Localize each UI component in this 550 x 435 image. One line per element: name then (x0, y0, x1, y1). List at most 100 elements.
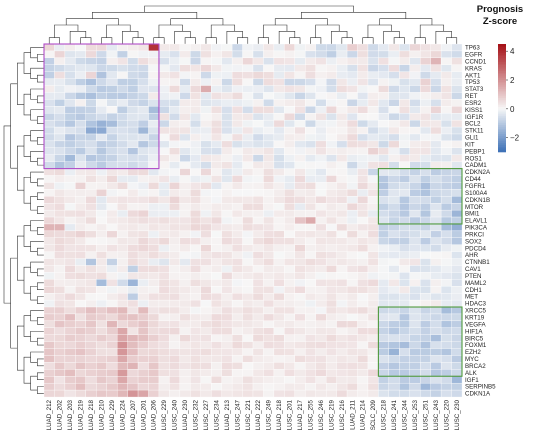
heatmap-cell (242, 78, 254, 86)
heatmap-cell (127, 313, 139, 322)
heatmap-cell (336, 161, 348, 169)
heatmap-cell (336, 348, 348, 356)
heatmap-cell (252, 57, 264, 65)
heatmap-cell (325, 389, 337, 398)
heatmap-cell (284, 161, 296, 169)
heatmap-cell (346, 182, 358, 190)
row-label: MYC (465, 356, 479, 363)
heatmap-cell (252, 161, 264, 169)
heatmap-cell (231, 244, 243, 252)
row-label: KRAS (465, 65, 482, 72)
heatmap-cell (190, 216, 201, 225)
heatmap-cell (158, 140, 170, 149)
heatmap-cell (357, 244, 369, 252)
heatmap-cell (85, 327, 97, 335)
heatmap-cell (420, 161, 431, 169)
heatmap-cell (169, 251, 181, 259)
heatmap-cell (252, 140, 264, 149)
heatmap-cell (367, 209, 379, 218)
dendrogram-branch (101, 37, 113, 44)
heatmap-cell (305, 230, 316, 239)
heatmap-cell (252, 182, 264, 190)
heatmap-cell (137, 320, 149, 329)
heatmap-cell (388, 327, 400, 335)
heatmap-cell (273, 78, 285, 86)
heatmap-cell (409, 258, 421, 266)
dendrogram-branch (30, 240, 44, 252)
column-label: LUAD_224 (119, 399, 126, 430)
heatmap-cell (315, 119, 327, 128)
heatmap-cell (148, 154, 160, 162)
heatmap-cell (305, 147, 316, 155)
heatmap-cell (231, 113, 243, 121)
heatmap-cell (231, 389, 243, 398)
heatmap-cell (399, 106, 410, 114)
heatmap-cell (357, 382, 369, 391)
heatmap-cell (75, 348, 87, 356)
heatmap-cell (399, 230, 410, 239)
heatmap-cell (263, 272, 275, 280)
heatmap-cell (127, 389, 139, 398)
heatmap-cell (200, 299, 212, 308)
heatmap-cell (378, 168, 390, 176)
heatmap-cell (242, 154, 254, 162)
heatmap-cell (179, 313, 191, 322)
heatmap-cell (399, 175, 410, 183)
column-label: LUSC_249 (266, 399, 273, 430)
heatmap-cell (179, 334, 191, 342)
heatmap-cell (388, 99, 400, 107)
heatmap-cell (315, 272, 327, 280)
heatmap-cell (305, 279, 316, 287)
heatmap-cell (64, 362, 76, 370)
heatmap-cell (169, 78, 181, 86)
heatmap-cell (43, 99, 55, 107)
heatmap-cell (388, 223, 400, 232)
heatmap-cell (284, 313, 296, 322)
heatmap-cell (211, 113, 222, 121)
heatmap-cell (325, 78, 337, 86)
heatmap-cell (158, 189, 170, 197)
heatmap-cell (231, 299, 243, 308)
heatmap-cell (378, 154, 390, 162)
heatmap-cell (451, 341, 463, 349)
heatmap-cell (75, 126, 87, 135)
heatmap-cell (96, 168, 107, 176)
heatmap-cell (179, 85, 191, 93)
heatmap-cell (54, 161, 66, 169)
heatmap-cell (273, 71, 285, 79)
heatmap-cell (43, 279, 55, 287)
heatmap-cell (399, 203, 410, 211)
heatmap-cell (116, 168, 128, 176)
legend-gradient-step (498, 135, 506, 138)
heatmap-cell (305, 161, 316, 169)
heatmap-cell (252, 293, 264, 301)
heatmap-cell (96, 362, 107, 370)
heatmap-cell (388, 293, 400, 301)
heatmap-cell (137, 286, 149, 294)
heatmap-cell (346, 175, 358, 183)
heatmap-cell (357, 251, 369, 259)
heatmap-cell (169, 286, 181, 294)
heatmap-cell (263, 279, 275, 287)
heatmap-cell (252, 203, 264, 211)
heatmap-cell (211, 362, 222, 370)
heatmap-cell (190, 50, 201, 59)
heatmap-cell (96, 327, 107, 335)
dendrogram-branch (30, 88, 44, 100)
heatmap-cell (221, 196, 233, 204)
heatmap-cell (273, 327, 285, 335)
heatmap-cell (75, 334, 87, 342)
heatmap-cell (190, 64, 201, 72)
heatmap-cell (388, 355, 400, 363)
heatmap-cell (430, 320, 442, 329)
legend-gradient-step (498, 141, 506, 144)
heatmap-cell (64, 147, 76, 155)
heatmap-cell (440, 369, 452, 377)
dendrogram-branch (263, 24, 288, 38)
heatmap-cell (179, 306, 191, 315)
heatmap-cell (367, 272, 379, 280)
heatmap-cell (169, 154, 181, 162)
heatmap-cell (169, 71, 181, 79)
heatmap-cell (169, 182, 181, 190)
heatmap-cell (43, 306, 55, 315)
